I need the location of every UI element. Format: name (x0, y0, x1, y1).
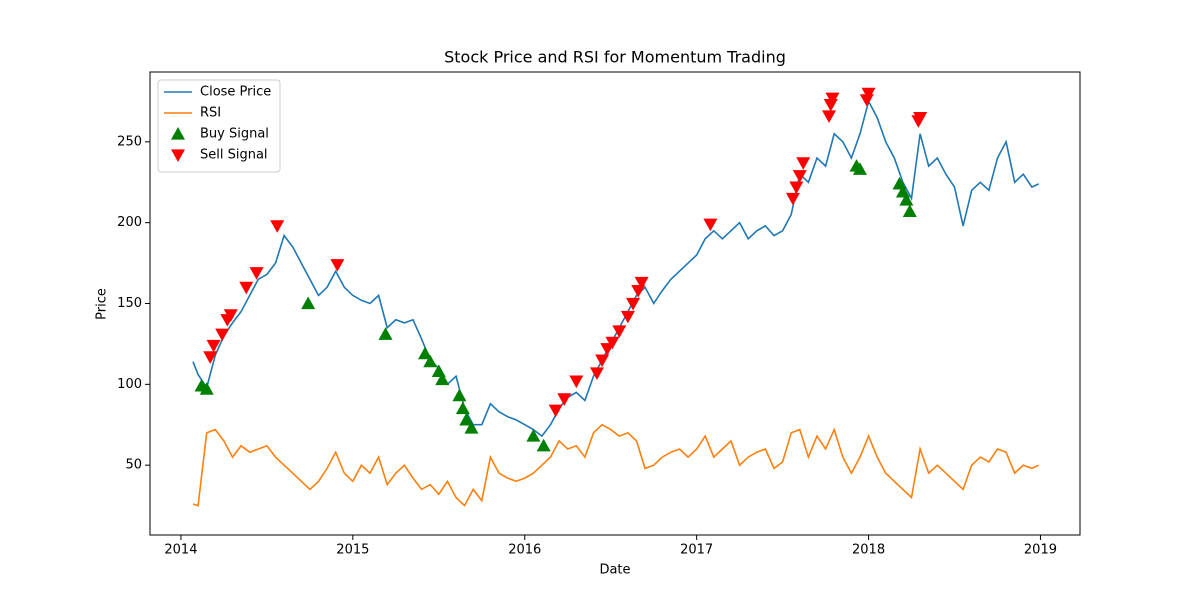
y-tick-label: 100 (117, 377, 142, 392)
signal-marker (595, 354, 610, 368)
signal-marker (899, 193, 914, 206)
signal-marker (612, 325, 627, 338)
legend-marker (171, 127, 185, 140)
y-tick-label: 50 (125, 458, 142, 473)
signal-marker (620, 310, 635, 324)
signal-marker (526, 429, 541, 442)
y-axis-label: Price (95, 288, 110, 320)
x-tick-label: 2015 (336, 543, 369, 558)
x-tick-label: 2017 (680, 543, 713, 558)
signal-marker (270, 220, 285, 233)
signal-marker (548, 404, 563, 418)
signal-marker (605, 336, 620, 350)
legend-box (157, 79, 281, 173)
signal-marker (330, 259, 345, 272)
signal-marker (378, 327, 393, 340)
signal-marker (569, 375, 584, 389)
legend-marker (171, 149, 185, 162)
signal-marker (703, 218, 718, 232)
signal-marker (796, 157, 811, 170)
plot-area (149, 71, 1081, 536)
signal-marker (418, 346, 433, 360)
signal-marker (913, 111, 928, 125)
signal-marker (249, 267, 264, 280)
signal-marker (902, 204, 917, 217)
line-series (192, 423, 1040, 507)
signal-marker (423, 354, 438, 368)
x-tick-label: 2019 (1024, 543, 1057, 558)
signal-marker (203, 351, 218, 364)
signal-marker (459, 412, 474, 426)
signal-marker (223, 309, 238, 322)
signal-marker (455, 401, 470, 415)
signal-marker (892, 176, 907, 190)
line-series (192, 99, 1040, 438)
signal-marker (626, 297, 641, 311)
signal-marker (631, 284, 646, 298)
signal-marker (589, 367, 604, 381)
signal-marker (825, 92, 840, 106)
y-tick-label: 250 (117, 134, 142, 149)
signal-marker (861, 87, 876, 101)
signal-marker (239, 281, 254, 295)
signal-marker (785, 192, 800, 206)
signal-marker (536, 438, 551, 452)
legend-label: RSI (200, 106, 221, 121)
signal-marker (822, 110, 837, 123)
signal-marker (792, 170, 807, 183)
x-tick-label: 2014 (164, 543, 197, 558)
y-tick-label: 150 (117, 296, 142, 311)
signal-marker (557, 393, 572, 406)
legend-label: Sell Signal (200, 148, 268, 163)
signal-marker (789, 181, 804, 195)
signal-marker (852, 162, 867, 175)
x-axis-label: Date (599, 563, 630, 578)
x-tick-label: 2016 (508, 543, 541, 558)
signal-marker (634, 276, 649, 290)
y-tick-label: 200 (117, 215, 142, 230)
signal-marker (464, 420, 479, 434)
chart-title: Stock Price and RSI for Momentum Trading (444, 48, 786, 67)
signal-marker (301, 296, 316, 310)
signal-marker (435, 372, 450, 386)
signal-marker (206, 339, 221, 353)
signal-marker (215, 328, 230, 342)
signal-marker (199, 382, 214, 395)
x-tick-label: 2018 (852, 543, 885, 558)
signal-marker (823, 99, 838, 112)
legend-label: Buy Signal (200, 127, 269, 142)
signal-marker (859, 94, 874, 107)
legend-label: Close Price (200, 85, 271, 100)
signal-marker (452, 388, 467, 402)
